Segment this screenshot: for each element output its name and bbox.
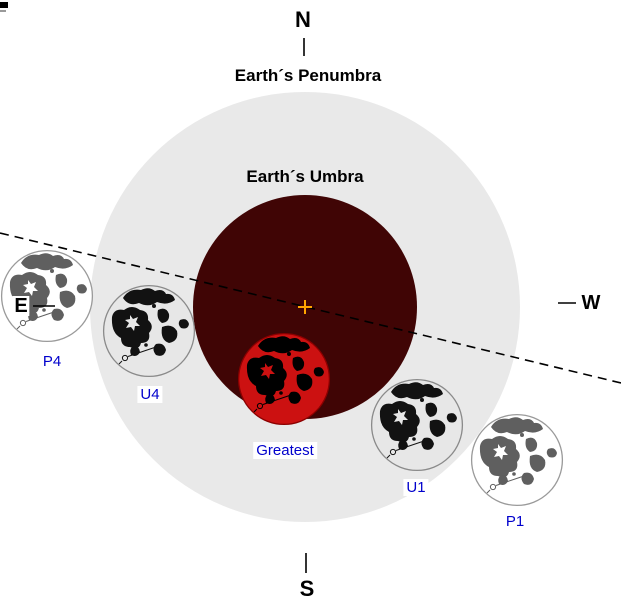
moon-p1	[471, 414, 563, 506]
compass-ticks	[33, 38, 576, 573]
corner-artifact	[0, 2, 8, 12]
moon-label-p1: P1	[502, 513, 528, 531]
umbra-heading: Earth´s Umbra	[246, 167, 364, 186]
moon-label-greatest: Greatest	[253, 442, 317, 460]
moon-label-u4: U4	[137, 386, 163, 404]
moon-label-p4: P4	[39, 353, 65, 371]
moon-label-u1: U1	[403, 479, 429, 497]
moon-u4	[103, 285, 195, 377]
center-cross-icon	[298, 300, 312, 314]
compass-south-label: S	[299, 576, 315, 601]
compass-west-label: W	[579, 292, 603, 314]
compass-north-label: N	[295, 7, 311, 32]
moon-u1	[371, 379, 463, 471]
compass-east-label: E	[12, 295, 30, 317]
moon-greatest	[238, 333, 330, 425]
penumbra-heading: Earth´s Penumbra	[234, 66, 382, 85]
